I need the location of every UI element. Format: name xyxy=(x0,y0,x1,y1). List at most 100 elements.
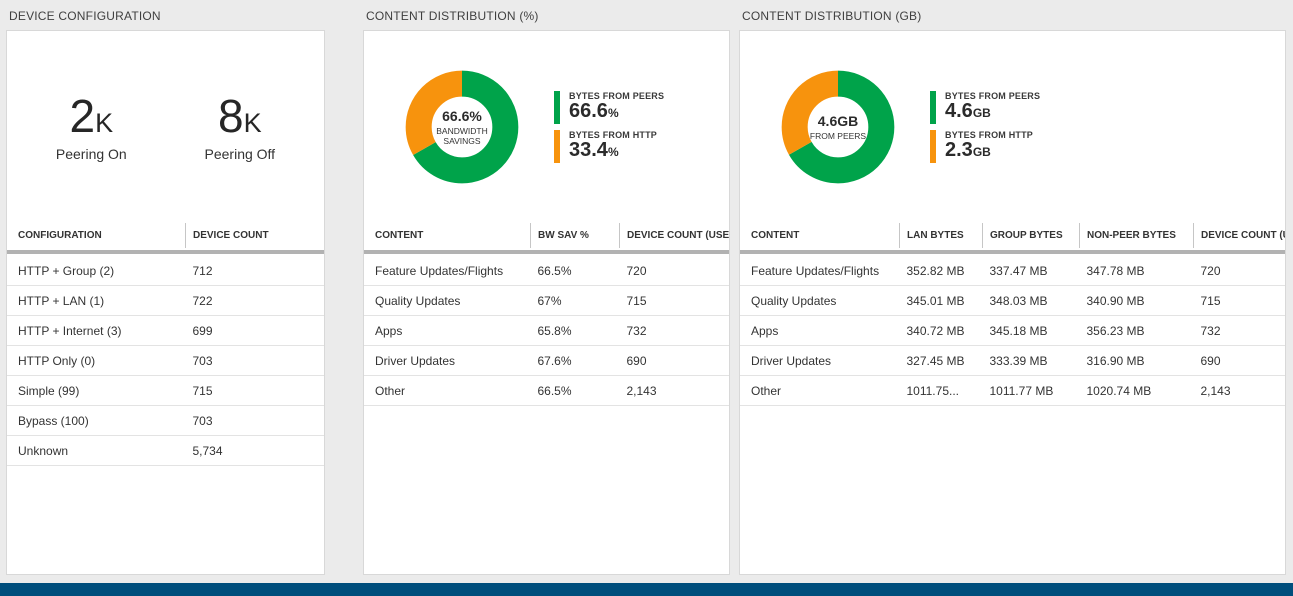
table-row[interactable]: Driver Updates 327.45 MB 333.39 MB 316.90 M… xyxy=(740,345,1285,376)
legend-item-bytes-from-http[interactable]: BYTES FROM HTTP 33.4% xyxy=(554,130,664,163)
table-row[interactable]: Apps 65.8% 732 xyxy=(364,315,729,346)
legend-number: 33.4 xyxy=(569,139,608,161)
content-distribution-gb-card[interactable]: 4.6GB FROM PEERS BYTES FROM PEERS 4.6GB xyxy=(739,30,1286,575)
table-cell: Other xyxy=(740,375,900,406)
legend-label-http: BYTES FROM HTTP xyxy=(945,130,1033,140)
table-row[interactable]: Feature Updates/Flights 352.82 MB 337.47 M… xyxy=(740,255,1285,286)
table-row[interactable]: Feature Updates/Flights 66.5% 720 xyxy=(364,255,729,286)
stat-number: 2 xyxy=(69,89,96,142)
table-row[interactable]: Other 66.5% 2,143 xyxy=(364,375,729,406)
stat-peering-off: 8K Peering Off xyxy=(205,93,276,162)
table-row[interactable]: HTTP + Group (2) 712 xyxy=(7,255,324,286)
table-cell: 340.72 MB xyxy=(899,315,983,346)
table-cell: HTTP + LAN (1) xyxy=(7,285,186,316)
column-header: DEVICE COUNT (USED P2P) xyxy=(1201,230,1285,241)
legend-item-bytes-from-http[interactable]: BYTES FROM HTTP 2.3GB xyxy=(930,130,1040,163)
legend-number: 2.3 xyxy=(945,139,973,161)
legend-unit: GB xyxy=(972,145,991,159)
table-cell: 5,734 xyxy=(185,435,324,466)
stat-number: 8 xyxy=(217,89,244,142)
table-cell: 720 xyxy=(619,255,729,286)
donut-slice[interactable] xyxy=(405,70,519,184)
table-cell: Other xyxy=(364,375,531,406)
chart-legend-pct: BYTES FROM PEERS 66.6% BYTES FROM HTTP 3… xyxy=(554,91,664,163)
table-header-row: CONTENT LAN BYTES GROUP BYTES NON-PEER BYTE… xyxy=(740,223,1285,249)
table-cell: 316.90 MB xyxy=(1079,345,1194,376)
table-cell: 715 xyxy=(619,285,729,316)
table-row[interactable]: Other 1011.75... 1011.77 MB 1020.74 MB 2,143 xyxy=(740,375,1285,406)
content-distribution-pct-card[interactable]: 66.6% BANDWIDTH SAVINGS BYTES FROM PEERS… xyxy=(363,30,730,575)
column-header: BW SAV % xyxy=(530,223,620,249)
stat-peering-on: 2K Peering On xyxy=(56,93,127,162)
footer-bar xyxy=(0,583,1293,596)
table-row[interactable]: Driver Updates 67.6% 690 xyxy=(364,345,729,376)
bytes-from-peers-donut: 4.6GB FROM PEERS xyxy=(773,62,903,192)
table-cell: 66.5% xyxy=(530,255,620,286)
legend-item-bytes-from-peers[interactable]: BYTES FROM PEERS 66.6% xyxy=(554,91,664,124)
table-cell: Feature Updates/Flights xyxy=(740,255,900,286)
legend-label-http: BYTES FROM HTTP xyxy=(569,130,657,140)
legend-color-bar-peers xyxy=(554,91,560,124)
donut-chart-pct xyxy=(405,70,519,184)
table-cell: Apps xyxy=(740,315,900,346)
table-cell: 2,143 xyxy=(1193,375,1285,406)
table-row[interactable]: Apps 340.72 MB 345.18 MB 356.23 MB 732 xyxy=(740,315,1285,346)
legend-item-bytes-from-peers[interactable]: BYTES FROM PEERS 4.6GB xyxy=(930,91,1040,124)
tile-title-device-configuration: DEVICE CONFIGURATION xyxy=(9,9,161,23)
column-header: LAN BYTES xyxy=(899,223,983,249)
table-row[interactable]: Unknown 5,734 xyxy=(7,435,324,466)
header-divider xyxy=(7,248,324,256)
table-cell: 327.45 MB xyxy=(899,345,983,376)
legend-number: 4.6 xyxy=(945,100,973,122)
stat-peering-on-label: Peering On xyxy=(55,145,127,162)
legend-value-peers: 4.6GB xyxy=(945,101,1040,124)
legend-unit: % xyxy=(607,106,619,120)
table-cell: HTTP + Internet (3) xyxy=(7,315,186,346)
table-cell: 715 xyxy=(1193,285,1285,316)
table-row[interactable]: HTTP Only (0) 703 xyxy=(7,345,324,376)
table-row[interactable]: HTTP + LAN (1) 722 xyxy=(7,285,324,316)
donut-chart-gb xyxy=(781,70,895,184)
table-cell: 703 xyxy=(185,405,324,436)
column-header: CONTENT xyxy=(364,223,531,249)
legend-value-peers: 66.6% xyxy=(569,101,664,124)
table-cell: 690 xyxy=(1193,345,1285,376)
table-row[interactable]: HTTP + Internet (3) 699 xyxy=(7,315,324,346)
column-header: DEVICE COUNT xyxy=(193,230,269,241)
column-header: CONFIGURATION xyxy=(7,223,186,249)
table-cell: 715 xyxy=(185,375,324,406)
device-configuration-table: CONFIGURATION DEVICE COUNT HTTP + Group (2… xyxy=(7,223,324,466)
table-cell: 720 xyxy=(1193,255,1285,286)
header-divider xyxy=(364,248,729,256)
table-row[interactable]: Bypass (100) 703 xyxy=(7,405,324,436)
stat-peering-off-label: Peering Off xyxy=(204,145,276,162)
table-header-row: CONFIGURATION DEVICE COUNT xyxy=(7,223,324,249)
table-row[interactable]: Simple (99) 715 xyxy=(7,375,324,406)
table-cell: Apps xyxy=(364,315,531,346)
legend-color-bar-peers xyxy=(930,91,936,124)
donut-slice[interactable] xyxy=(781,70,895,184)
table-cell: 348.03 MB xyxy=(982,285,1080,316)
table-cell: 1011.77 MB xyxy=(982,375,1080,406)
legend-unit: GB xyxy=(972,106,991,120)
peering-stats: 2K Peering On 8K Peering Off xyxy=(7,31,324,223)
table-cell: Bypass (100) xyxy=(7,405,186,436)
tile-title-content-distribution-pct: CONTENT DISTRIBUTION (%) xyxy=(366,9,539,23)
table-row[interactable]: Quality Updates 345.01 MB 348.03 MB 340.90 … xyxy=(740,285,1285,316)
column-header: NON-PEER BYTES xyxy=(1079,223,1194,249)
legend-label-peers: BYTES FROM PEERS xyxy=(945,91,1041,101)
table-cell: Simple (99) xyxy=(7,375,186,406)
table-cell: 732 xyxy=(619,315,729,346)
tile-content-distribution-pct: CONTENT DISTRIBUTION (%) 66.6% BANDWIDTH… xyxy=(363,6,730,575)
legend-value-http: 2.3GB xyxy=(945,140,1033,163)
device-configuration-card[interactable]: 2K Peering On 8K Peering Off CONFIGURATI… xyxy=(6,30,325,575)
table-cell: 1020.74 MB xyxy=(1079,375,1194,406)
legend-label-peers: BYTES FROM PEERS xyxy=(569,91,665,101)
bandwidth-savings-donut: 66.6% BANDWIDTH SAVINGS xyxy=(397,62,527,192)
legend-number: 66.6 xyxy=(569,100,608,122)
column-header: DEVICE COUNT (USED P2P) xyxy=(627,230,729,241)
table-cell: 722 xyxy=(185,285,324,316)
table-row[interactable]: Quality Updates 67% 715 xyxy=(364,285,729,316)
